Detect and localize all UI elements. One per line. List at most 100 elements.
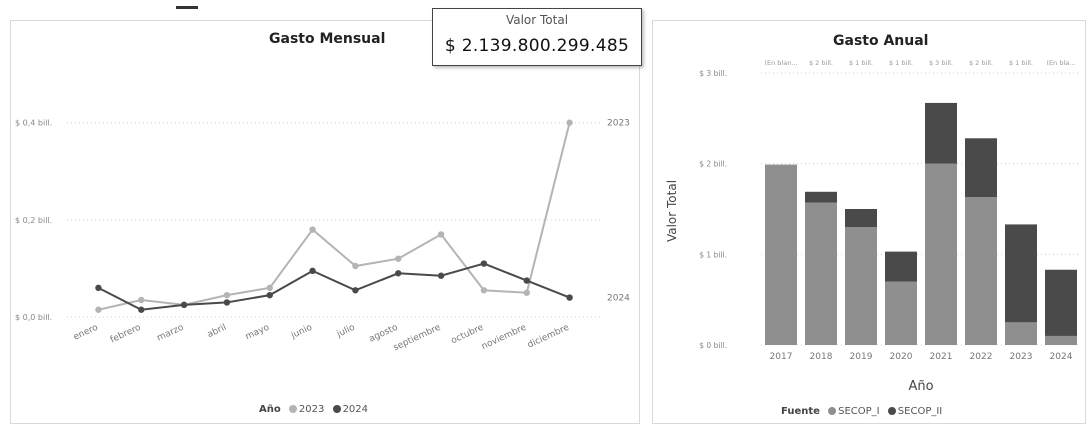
monthly-x-tick-label: abril: [206, 323, 228, 340]
bar-SECOP_I-2017: [765, 164, 797, 345]
annual-total-label: $ 1 bill.: [889, 59, 913, 67]
monthly-legend: Año 2023 2024: [259, 404, 368, 415]
data-point-2024: [138, 306, 145, 313]
data-point-2024: [223, 299, 231, 306]
data-point-2024: [352, 287, 359, 294]
monthly-x-tick-label: agosto: [368, 322, 400, 344]
monthly-line-chart: $ 0,0 bill. $ 0,2 bill. $ 0,4 bill. enero fe…: [15, 119, 630, 354]
annual-legend-title: Fuente: [781, 406, 820, 417]
bar-SECOP_II-2020: [885, 251, 917, 282]
bar-SECOP_II-2023: [1005, 224, 1037, 323]
annual-x-tick-label: 2023: [1010, 352, 1033, 362]
data-point-2024: [437, 272, 445, 279]
monthly-x-tick-label: enero: [72, 322, 100, 342]
annual-chart-title: Gasto Anual: [833, 33, 929, 49]
bar-SECOP_I-2020: [885, 281, 917, 345]
data-point-2024: [566, 294, 573, 301]
data-point-2024: [395, 270, 402, 277]
legend-2023-label[interactable]: 2023: [298, 404, 325, 415]
annual-spend-panel: Gasto Anual $ 0 bill. $ 1 bill. $ 2 bill. $…: [652, 20, 1086, 424]
total-value-label: Valor Total: [505, 13, 569, 27]
series-line-2024: [97, 262, 570, 311]
bar-SECOP_II-2022: [965, 138, 997, 198]
annual-y-tick-label: $ 3 bill.: [699, 69, 727, 78]
data-point-2023: [523, 289, 530, 296]
monthly-x-tick-label: junio: [289, 322, 314, 341]
annual-x-axis-title: Año: [908, 379, 933, 394]
bar-SECOP_II-2021: [925, 102, 957, 164]
bar-SECOP_II-2018: [805, 191, 837, 203]
data-point-2023: [309, 226, 316, 233]
legend-secop2-swatch: [887, 407, 896, 415]
annual-total-label: (En blan...: [764, 59, 797, 67]
bar-SECOP_I-2023: [1005, 322, 1037, 345]
header-dash-mark: [176, 6, 198, 9]
monthly-x-tick-label: septiembre: [392, 322, 443, 353]
annual-total-label: (En bla...: [1047, 59, 1076, 67]
data-point-2024: [266, 291, 273, 299]
annual-total-label: $ 1 bill.: [849, 59, 873, 67]
data-point-2023: [95, 306, 102, 313]
monthly-spend-panel: Gasto Mensual $ 0,0 bill. $ 0,2 bill. $ 0,…: [10, 20, 640, 424]
bar-SECOP_I-2022: [965, 197, 997, 345]
annual-x-tick-label: 2020: [890, 352, 913, 362]
data-point-2023: [437, 231, 445, 238]
annual-legend: Fuente SECOP_I SECOP_II: [781, 406, 942, 417]
annual-x-tick-label: 2017: [770, 352, 793, 362]
series-end-label-2023: 2023: [607, 119, 630, 129]
data-point-2024: [95, 284, 102, 292]
annual-x-tick-label: 2022: [970, 352, 993, 362]
monthly-legend-title: Año: [259, 404, 281, 415]
monthly-y-tick-label: $ 0,0 bill.: [15, 313, 52, 322]
bar-SECOP_II-2019: [845, 209, 877, 228]
annual-y-tick-label: $ 1 bill.: [699, 250, 727, 259]
legend-2023-swatch: [288, 405, 297, 413]
annual-total-label: $ 2 bill.: [809, 59, 833, 67]
bar-SECOP_II-2024: [1045, 269, 1077, 336]
monthly-x-tick-label: noviembre: [480, 322, 528, 352]
series-line-2023: [98, 122, 571, 311]
data-point-2024: [180, 301, 188, 309]
data-point-2023: [352, 262, 359, 270]
legend-2024-swatch: [332, 405, 341, 413]
data-point-2023: [138, 296, 145, 304]
monthly-x-tick-label: mayo: [244, 322, 271, 342]
data-point-2024: [309, 267, 316, 275]
annual-x-tick-label: 2024: [1050, 352, 1073, 362]
total-value-card[interactable]: Valor Total $ 2.139.800.299.485: [432, 8, 642, 66]
annual-x-tick-label: 2018: [810, 352, 833, 362]
annual-total-label: $ 3 bill.: [929, 59, 953, 67]
annual-x-tick-label: 2021: [930, 352, 953, 362]
monthly-y-tick-label: $ 0,4 bill.: [15, 119, 52, 128]
data-point-2023: [223, 291, 231, 299]
annual-total-label: $ 2 bill.: [969, 59, 993, 67]
annual-y-tick-label: $ 2 bill.: [699, 160, 727, 169]
monthly-chart-title: Gasto Mensual: [269, 31, 386, 47]
annual-y-tick-label: $ 0 bill.: [699, 341, 727, 350]
data-point-2024: [523, 277, 530, 284]
bar-SECOP_I-2021: [925, 163, 957, 345]
bar-SECOP_I-2024: [1045, 335, 1077, 345]
legend-secop1-swatch: [828, 407, 837, 415]
series-end-label-2024: 2024: [607, 294, 630, 304]
bar-SECOP_I-2018: [805, 202, 837, 345]
data-point-2023: [395, 255, 402, 262]
annual-total-label: $ 1 bill.: [1009, 59, 1033, 67]
bar-SECOP_I-2019: [845, 227, 877, 345]
monthly-x-tick-label: febrero: [109, 322, 143, 345]
monthly-x-tick-label: diciembre: [526, 322, 571, 350]
monthly-x-tick-label: julio: [335, 322, 358, 340]
legend-secop1-label[interactable]: SECOP_I: [838, 406, 880, 417]
data-point-2023: [566, 119, 573, 126]
legend-secop2-label[interactable]: SECOP_II: [897, 406, 943, 417]
annual-bar-chart: $ 0 bill. $ 1 bill. $ 2 bill. $ 3 bill. 2017…: [665, 59, 1081, 394]
annual-y-axis-title: Valor Total: [665, 180, 679, 242]
data-point-2023: [480, 287, 488, 294]
data-point-2024: [480, 260, 488, 267]
monthly-x-tick-label: marzo: [156, 322, 186, 343]
total-value-amount: $ 2.139.800.299.485: [444, 36, 630, 56]
annual-x-tick-label: 2019: [850, 352, 873, 362]
monthly-y-tick-label: $ 0,2 bill.: [15, 216, 52, 225]
data-point-2023: [266, 284, 273, 292]
legend-2024-label[interactable]: 2024: [342, 404, 369, 415]
